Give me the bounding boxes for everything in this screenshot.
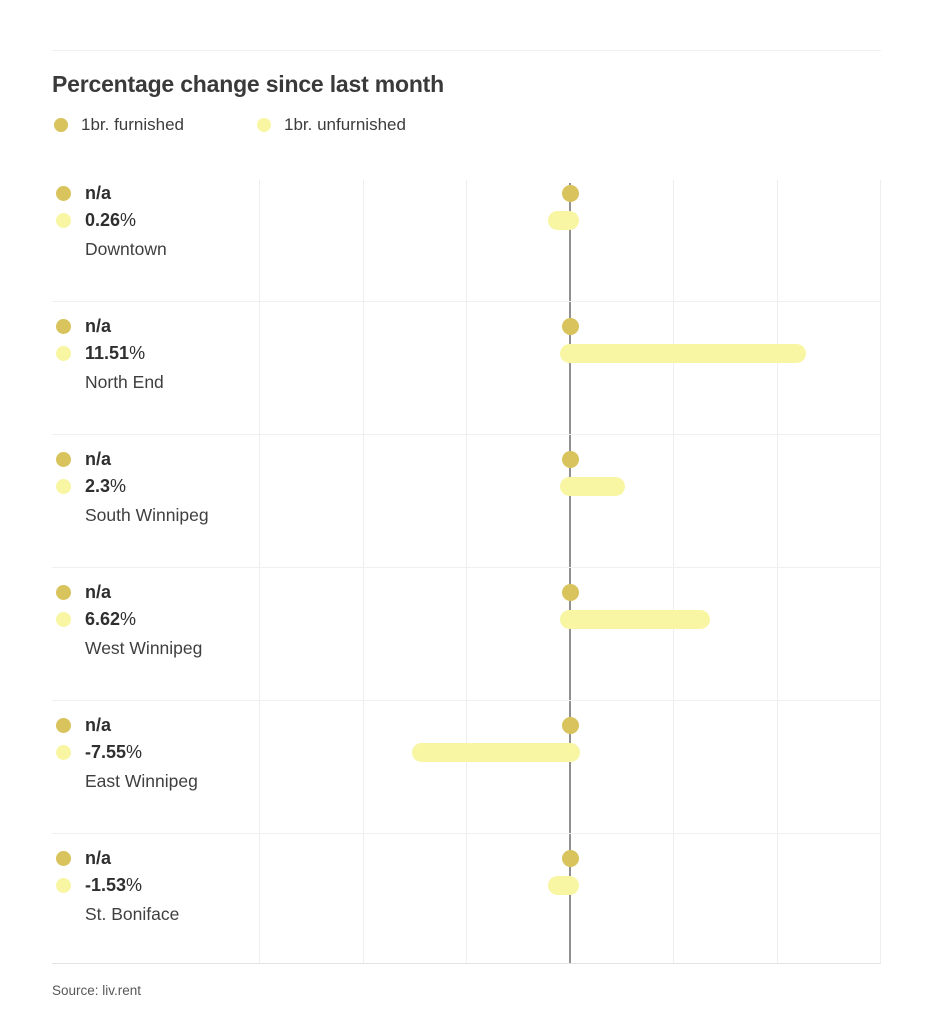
- row-unfurnished-dot-icon: [56, 744, 71, 760]
- chart-title: Percentage change since last month: [52, 71, 444, 97]
- gridline--10pct: [362, 180, 364, 963]
- gridline--5pct: [466, 180, 467, 963]
- gridline-10pct: [776, 180, 778, 963]
- row-separator-4: [52, 700, 881, 701]
- unfurnished-value-label: 0.26%: [85, 210, 137, 230]
- furnished-marker-dot: [561, 716, 579, 734]
- row-furnished-dot-icon: [56, 717, 71, 733]
- unfurnished-legend-dot-icon: [257, 118, 272, 132]
- furnished-legend-dot-icon: [54, 118, 68, 132]
- furnished-value-label: n/a: [85, 715, 112, 735]
- unfurnished-bar: [547, 210, 579, 230]
- gridline--15pct: [259, 180, 260, 963]
- legend-label-furnished: 1br. furnished: [81, 115, 185, 134]
- furnished-marker-dot: [561, 184, 579, 202]
- row-separator-3: [52, 567, 881, 568]
- row-furnished-dot-icon: [56, 584, 71, 600]
- source-attribution: Source: liv.rent: [52, 983, 142, 998]
- unfurnished-bar: [560, 476, 626, 496]
- row-unfurnished-dot-icon: [56, 345, 71, 361]
- unfurnished-value-label: 2.3%: [85, 476, 127, 496]
- category-label: South Winnipeg: [85, 505, 209, 525]
- row-unfurnished-dot-icon: [56, 611, 71, 627]
- unfurnished-value-label: 11.51%: [85, 343, 146, 363]
- furnished-value-label: n/a: [85, 183, 112, 203]
- furnished-marker-dot: [561, 317, 579, 335]
- furnished-value-label: n/a: [85, 848, 112, 868]
- row-furnished-dot-icon: [56, 451, 71, 467]
- category-label: Downtown: [85, 239, 167, 259]
- unfurnished-bar: [560, 343, 806, 363]
- furnished-value-label: n/a: [85, 316, 112, 336]
- chart-legend: 1br. furnished 1br. unfurnished: [54, 115, 406, 135]
- category-label: East Winnipeg: [85, 771, 198, 791]
- legend-item-unfurnished: 1br. unfurnished: [257, 115, 406, 135]
- unfurnished-bar: [412, 742, 580, 762]
- legend-label-unfurnished: 1br. unfurnished: [284, 115, 406, 134]
- category-label: North End: [85, 372, 164, 392]
- category-label: St. Boniface: [85, 904, 180, 924]
- gridline-5pct: [673, 180, 674, 963]
- unfurnished-value-label: -1.53%: [85, 875, 143, 895]
- row-furnished-dot-icon: [56, 850, 71, 866]
- category-label: West Winnipeg: [85, 638, 203, 658]
- furnished-value-label: n/a: [85, 582, 112, 602]
- furnished-marker-dot: [561, 583, 579, 601]
- legend-item-furnished: 1br. furnished: [54, 115, 184, 135]
- row-unfurnished-dot-icon: [56, 478, 71, 494]
- row-separator-2: [52, 434, 881, 435]
- row-unfurnished-dot-icon: [56, 877, 71, 893]
- chart-bottom-rule: [52, 963, 881, 964]
- row-furnished-dot-icon: [56, 185, 71, 201]
- gridline-15pct: [880, 180, 881, 963]
- row-unfurnished-dot-icon: [56, 212, 71, 228]
- unfurnished-bar: [560, 609, 710, 629]
- unfurnished-value-label: -7.55%: [85, 742, 143, 762]
- row-separator-5: [52, 833, 881, 834]
- furnished-marker-dot: [561, 849, 579, 867]
- furnished-marker-dot: [561, 450, 579, 468]
- row-furnished-dot-icon: [56, 318, 71, 334]
- zero-axis-line: [569, 183, 571, 963]
- top-divider: [52, 50, 881, 51]
- unfurnished-value-label: 6.62%: [85, 609, 137, 629]
- row-separator-1: [52, 301, 881, 302]
- furnished-value-label: n/a: [85, 449, 112, 469]
- unfurnished-bar: [547, 875, 579, 895]
